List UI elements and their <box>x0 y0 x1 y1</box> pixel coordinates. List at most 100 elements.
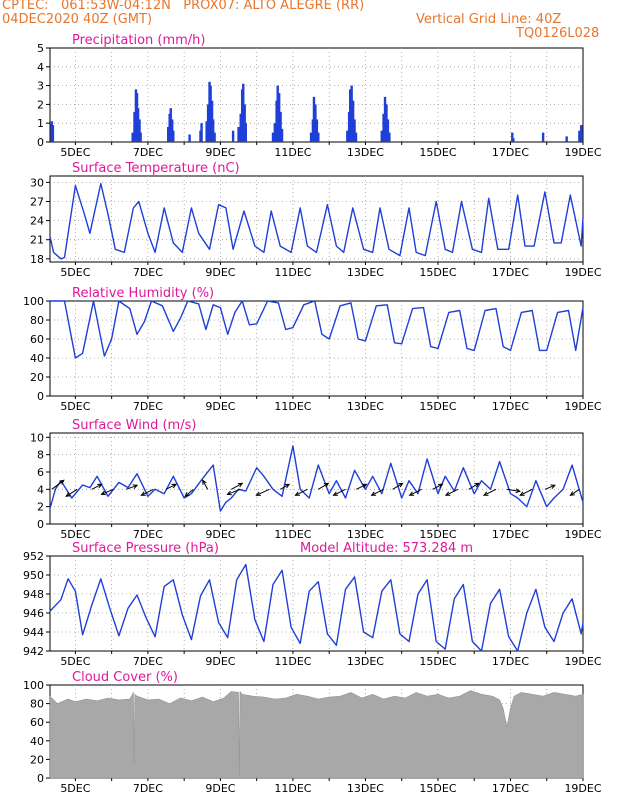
precip-bar-14 <box>188 134 190 142</box>
wind-ytick-label: 4 <box>37 483 44 496</box>
wind-xtick-label: 7DEC <box>133 528 163 541</box>
pressure-ytick-label: 942 <box>23 645 44 658</box>
wind-xtick-label: 9DEC <box>205 528 235 541</box>
pressure-ytick-label: 944 <box>23 626 44 639</box>
pressure-xtick-label: 13DEC <box>347 655 384 668</box>
humidity-xtick-label: 15DEC <box>419 400 456 413</box>
pressure-subtitle: Model Altitude: 573.284 m <box>300 541 473 556</box>
precip-bar-16 <box>200 123 202 142</box>
precip-bar-23 <box>213 133 215 142</box>
wind-xtick-label: 5DEC <box>60 528 90 541</box>
cloud-cover-xtick-label: 11DEC <box>274 782 311 795</box>
wind-ytick-label: 6 <box>37 466 44 479</box>
temperature-xtick-label: 9DEC <box>205 266 235 279</box>
temperature-ytick-label: 24 <box>30 215 44 228</box>
wind-panel <box>46 433 583 527</box>
precipitation-ytick-label: 1 <box>37 117 44 130</box>
precipitation-xtick-label: 5DEC <box>60 146 90 159</box>
header-code: TQ0126L028 <box>516 27 599 41</box>
cloud-cover-title: Cloud Cover (%) <box>72 670 178 685</box>
wind-xtick-label: 17DEC <box>492 528 529 541</box>
precipitation-ytick-label: 0 <box>37 136 44 149</box>
wind-ytick-label: 8 <box>37 449 44 462</box>
humidity-xtick-label: 13DEC <box>347 400 384 413</box>
cloud-cover-xtick-label: 9DEC <box>205 782 235 795</box>
wind-xtick-label: 11DEC <box>274 528 311 541</box>
temperature-xtick-label: 7DEC <box>133 266 163 279</box>
temperature-panel <box>46 176 583 265</box>
humidity-xtick-label: 19DEC <box>564 400 601 413</box>
meteogram-figure: 0 1 2 3 4 5 5DEC 7DEC 9DEC 11DEC 13DEC 15DEC 17DEC 19… <box>0 0 618 800</box>
pressure-panel <box>46 556 583 654</box>
precipitation-xtick-label: 17DEC <box>492 146 529 159</box>
temperature-ytick-label: 27 <box>30 195 44 208</box>
cloud-cover-panel <box>46 685 583 781</box>
pressure-xtick-label: 19DEC <box>564 655 601 668</box>
precip-bar-59 <box>542 133 544 142</box>
precipitation-ytick-label: 5 <box>37 42 44 55</box>
cloud-cover-xtick-label: 17DEC <box>492 782 529 795</box>
cloud-cover-xtick-label: 13DEC <box>347 782 384 795</box>
precip-bar-1 <box>52 125 54 142</box>
cloud-cover-xtick-label: 19DEC <box>564 782 601 795</box>
temperature-xtick-label: 19DEC <box>564 266 601 279</box>
temperature-xtick-label: 17DEC <box>492 266 529 279</box>
pressure-ytick-label: 952 <box>23 550 44 563</box>
precip-bar-13 <box>172 131 174 142</box>
humidity-xtick-label: 11DEC <box>274 400 311 413</box>
temperature-title: Surface Temperature (nC) <box>72 161 240 176</box>
pressure-ytick-label: 946 <box>23 607 44 620</box>
cloud-cover-xtick-label: 15DEC <box>419 782 456 795</box>
header-grid-note: Vertical Grid Line: 40Z <box>416 13 561 27</box>
pressure-frame <box>50 556 583 651</box>
precipitation-xtick-label: 19DEC <box>564 146 601 159</box>
wind-ytick-label: 0 <box>37 518 44 531</box>
temperature-xtick-label: 11DEC <box>274 266 311 279</box>
humidity-xtick-label: 9DEC <box>205 400 235 413</box>
cloud-cover-ytick-label: 80 <box>30 698 44 711</box>
cloud-cover-xtick-label: 7DEC <box>133 782 163 795</box>
wind-ytick-label: 2 <box>37 501 44 514</box>
humidity-ytick-label: 40 <box>30 352 44 365</box>
cloud-cover-ytick-label: 0 <box>37 772 44 785</box>
humidity-ytick-label: 100 <box>23 295 44 308</box>
humidity-ytick-label: 60 <box>30 333 44 346</box>
wind-frame <box>50 433 583 524</box>
wind-title: Surface Wind (m/s) <box>72 418 196 433</box>
precipitation-ytick-label: 3 <box>37 80 44 93</box>
cloud-cover-ytick-label: 60 <box>30 716 44 729</box>
cloud-cover-ytick-label: 100 <box>23 679 44 692</box>
pressure-xtick-label: 17DEC <box>492 655 529 668</box>
precip-bar-62 <box>580 125 582 142</box>
precipitation-panel <box>46 48 583 145</box>
temperature-xtick-label: 13DEC <box>347 266 384 279</box>
precip-bar-43 <box>317 133 319 142</box>
precipitation-title: Precipitation (mm/h) <box>72 33 205 48</box>
precip-bar-37 <box>281 129 283 142</box>
precipitation-xtick-label: 15DEC <box>419 146 456 159</box>
precip-bar-56 <box>388 133 390 142</box>
precip-bar-25 <box>237 127 239 142</box>
humidity-ytick-label: 80 <box>30 314 44 327</box>
humidity-xtick-label: 7DEC <box>133 400 163 413</box>
precip-bar-58 <box>512 138 514 142</box>
precipitation-xtick-label: 9DEC <box>205 146 235 159</box>
precipitation-ytick-label: 2 <box>37 98 44 111</box>
wind-xtick-label: 15DEC <box>419 528 456 541</box>
cloud-cover-ytick-label: 20 <box>30 753 44 766</box>
temperature-ytick-label: 21 <box>30 234 44 247</box>
precip-bar-30 <box>245 123 247 142</box>
temperature-xtick-label: 5DEC <box>60 266 90 279</box>
humidity-ytick-label: 20 <box>30 371 44 384</box>
precip-bar-24 <box>232 131 234 142</box>
pressure-title: Surface Pressure (hPa) <box>72 541 219 556</box>
temperature-ytick-label: 30 <box>30 176 44 189</box>
cloud-cover-ytick-label: 40 <box>30 735 44 748</box>
pressure-xtick-label: 11DEC <box>274 655 311 668</box>
pressure-xtick-label: 15DEC <box>419 655 456 668</box>
pressure-xtick-label: 7DEC <box>133 655 163 668</box>
humidity-ytick-label: 0 <box>37 390 44 403</box>
humidity-panel <box>46 301 583 399</box>
pressure-xtick-label: 5DEC <box>60 655 90 668</box>
precipitation-xtick-label: 13DEC <box>347 146 384 159</box>
